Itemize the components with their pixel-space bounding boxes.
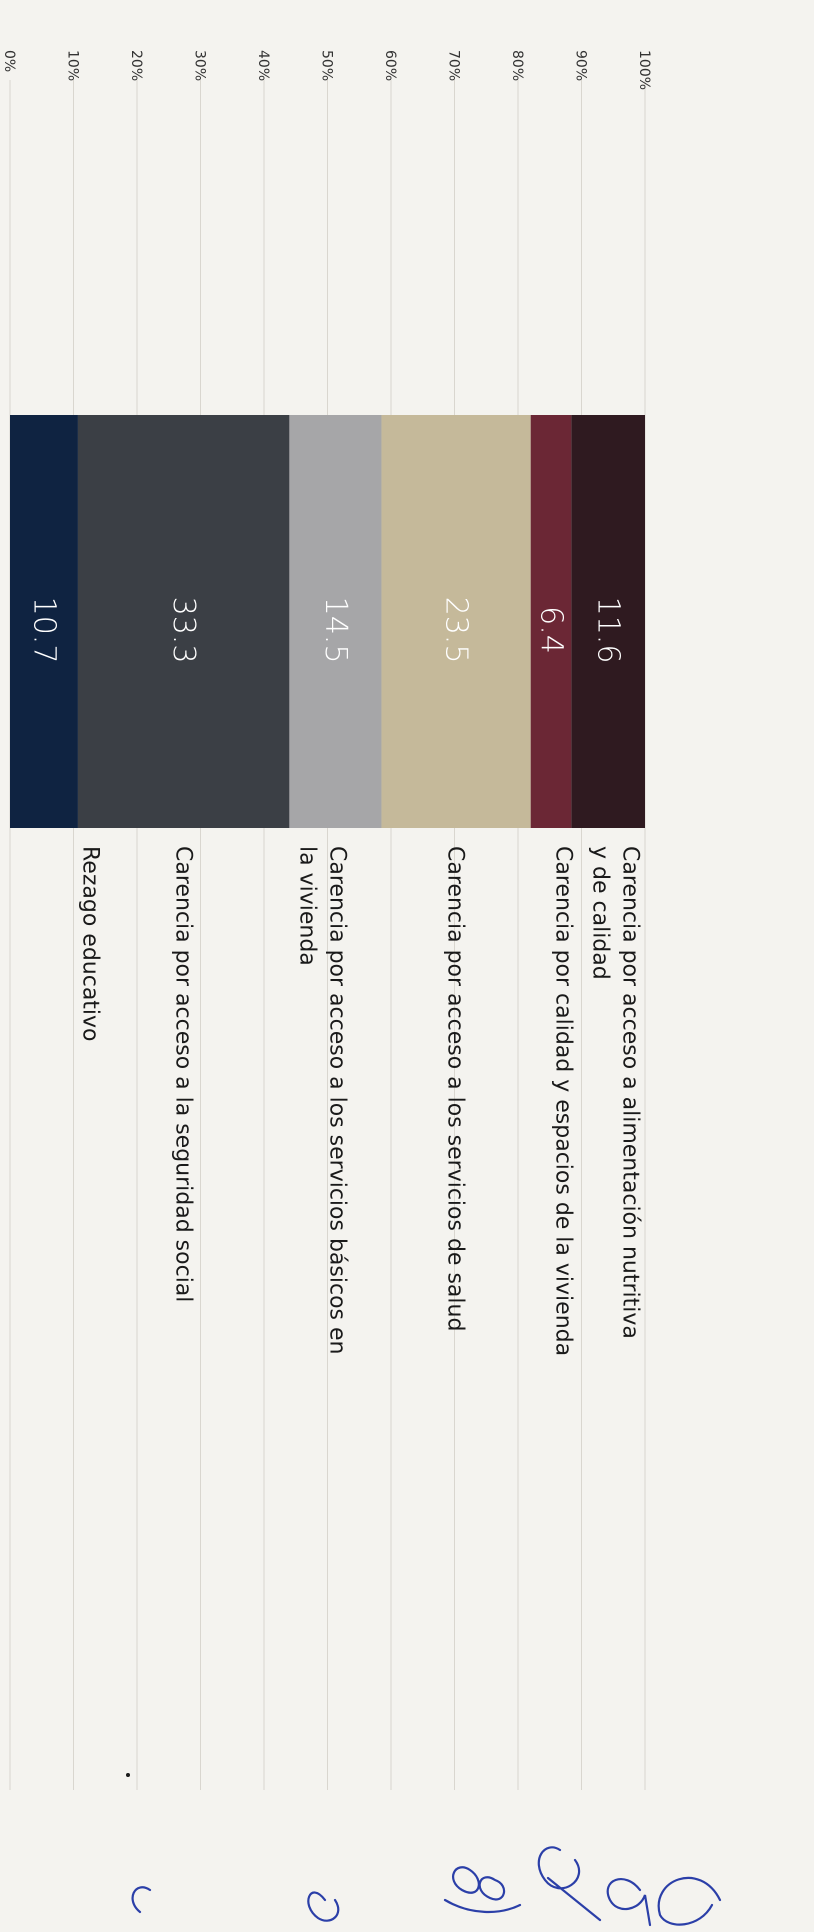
legend-entry: Carencia por acceso a la seguridad socia… [171, 846, 196, 1302]
legend-label: Carencia por acceso a la seguridad socia… [171, 846, 196, 1302]
tick-label: 90% [573, 50, 589, 81]
legend-label: la vivienda [295, 846, 320, 966]
tick-label: 40% [255, 50, 271, 81]
legend-label: Rezago educativo [78, 846, 103, 1042]
handwritten-signature [126, 1773, 722, 1927]
legend-label: y de calidad [588, 846, 613, 980]
bar-segment [571, 415, 645, 828]
legend-entry: Carencia por acceso a alimentación nutri… [588, 846, 643, 1339]
gridlines [9, 80, 646, 1790]
legend-entry: Carencia por acceso a los servicios de s… [443, 846, 468, 1331]
legend-label: Carencia por calidad y espacios de la vi… [551, 846, 576, 1356]
tick-label: 0% [1, 50, 17, 72]
data-label: 11.6 [591, 597, 626, 664]
legend-label: Carencia por acceso a alimentación nutri… [618, 846, 643, 1339]
legend-entry: Carencia por calidad y espacios de la vi… [551, 846, 576, 1356]
legend-entry: Rezago educativo [78, 846, 103, 1042]
data-label: 23.5 [439, 597, 474, 664]
bar-segment [10, 415, 78, 828]
bar-segment [530, 415, 572, 828]
legend-label: Carencia por acceso a los servicios bási… [325, 846, 350, 1354]
data-label: 14.5 [318, 597, 353, 664]
data-labels: 10.7 33.3 14.5 23.5 6.4 11.6 [26, 597, 625, 664]
legend-label: Carencia por acceso a los servicios de s… [443, 846, 468, 1331]
tick-label: 20% [128, 50, 144, 81]
stacked-bar [10, 415, 645, 828]
tick-label: 80% [509, 50, 525, 81]
data-label: 6.4 [534, 606, 569, 654]
tick-label: 30% [192, 50, 208, 81]
data-label: 10.7 [26, 597, 61, 664]
bar-segment [381, 415, 531, 828]
tick-label: 10% [65, 50, 81, 81]
legend-entry: Carencia por acceso a los servicios bási… [295, 846, 350, 1354]
axis-tick-labels: 0% 10% 20% 30% 40% 50% 60% 70% 80% 90% 100% [1, 50, 652, 90]
legend: Rezago educativo Carencia por acceso a la… [78, 846, 643, 1356]
tick-label: 100% [636, 50, 652, 90]
bar-segment [289, 415, 382, 828]
bar-segment [77, 415, 290, 828]
tick-label: 70% [446, 50, 462, 81]
data-label: 33.3 [166, 597, 201, 664]
tick-label: 60% [382, 50, 398, 81]
tick-label: 50% [319, 50, 335, 81]
